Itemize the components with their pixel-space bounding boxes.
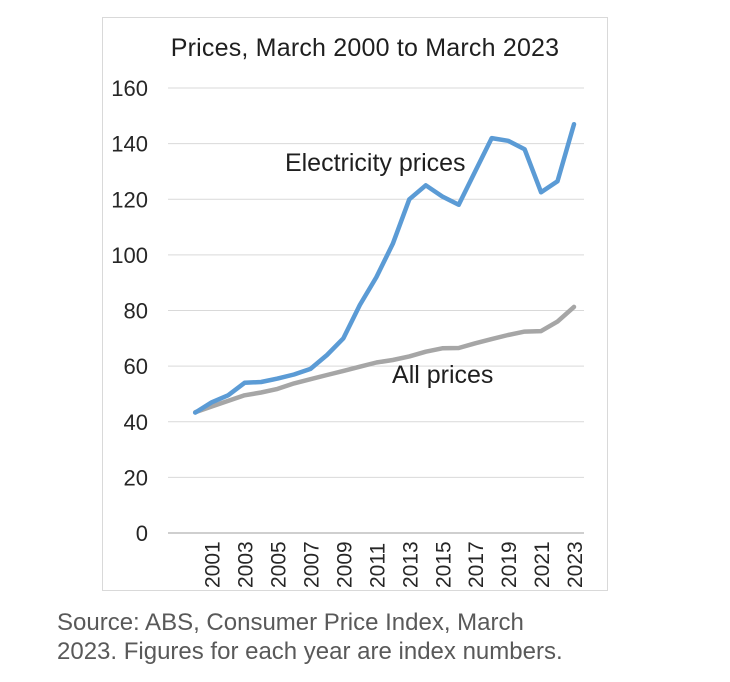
source-note-line1: Source: ABS, Consumer Price Index, March [57, 609, 524, 636]
chart-title: Prices, March 2000 to March 2023 [170, 34, 560, 62]
all-prices-series-label: All prices [392, 360, 494, 389]
electricity-series-label: Electricity prices [284, 148, 466, 177]
y-tick-label: 60 [124, 354, 148, 379]
x-tick-label: 2021 [531, 541, 554, 588]
chart-frame [102, 17, 608, 591]
source-note: Source: ABS, Consumer Price Index, March… [57, 608, 563, 666]
source-note-line2: 2023. Figures for each year are index nu… [57, 638, 563, 665]
x-tick-label: 2009 [333, 541, 356, 588]
y-tick-label: 20 [124, 465, 148, 490]
y-tick-label: 100 [111, 243, 148, 268]
x-tick-label: 2007 [300, 541, 323, 588]
x-tick-label: 2005 [268, 541, 291, 588]
x-tick-label: 2011 [366, 543, 389, 588]
x-tick-label: 2023 [564, 541, 587, 588]
y-tick-label: 160 [111, 76, 148, 101]
y-tick-label: 0 [136, 521, 148, 546]
x-tick-label: 2013 [399, 541, 422, 588]
y-tick-label: 80 [124, 299, 148, 324]
y-tick-label: 40 [124, 410, 148, 435]
series-line-electricity-prices [192, 121, 577, 415]
x-tick-label: 2015 [432, 541, 455, 588]
y-tick-label: 140 [111, 132, 148, 157]
x-tick-label: 2019 [498, 541, 521, 588]
x-tick-label: 2003 [235, 541, 258, 588]
y-tick-label: 120 [111, 187, 148, 212]
x-tick-label: 2017 [465, 541, 488, 588]
series-line-all-prices [192, 304, 577, 415]
x-tick-label: 2001 [202, 541, 225, 588]
